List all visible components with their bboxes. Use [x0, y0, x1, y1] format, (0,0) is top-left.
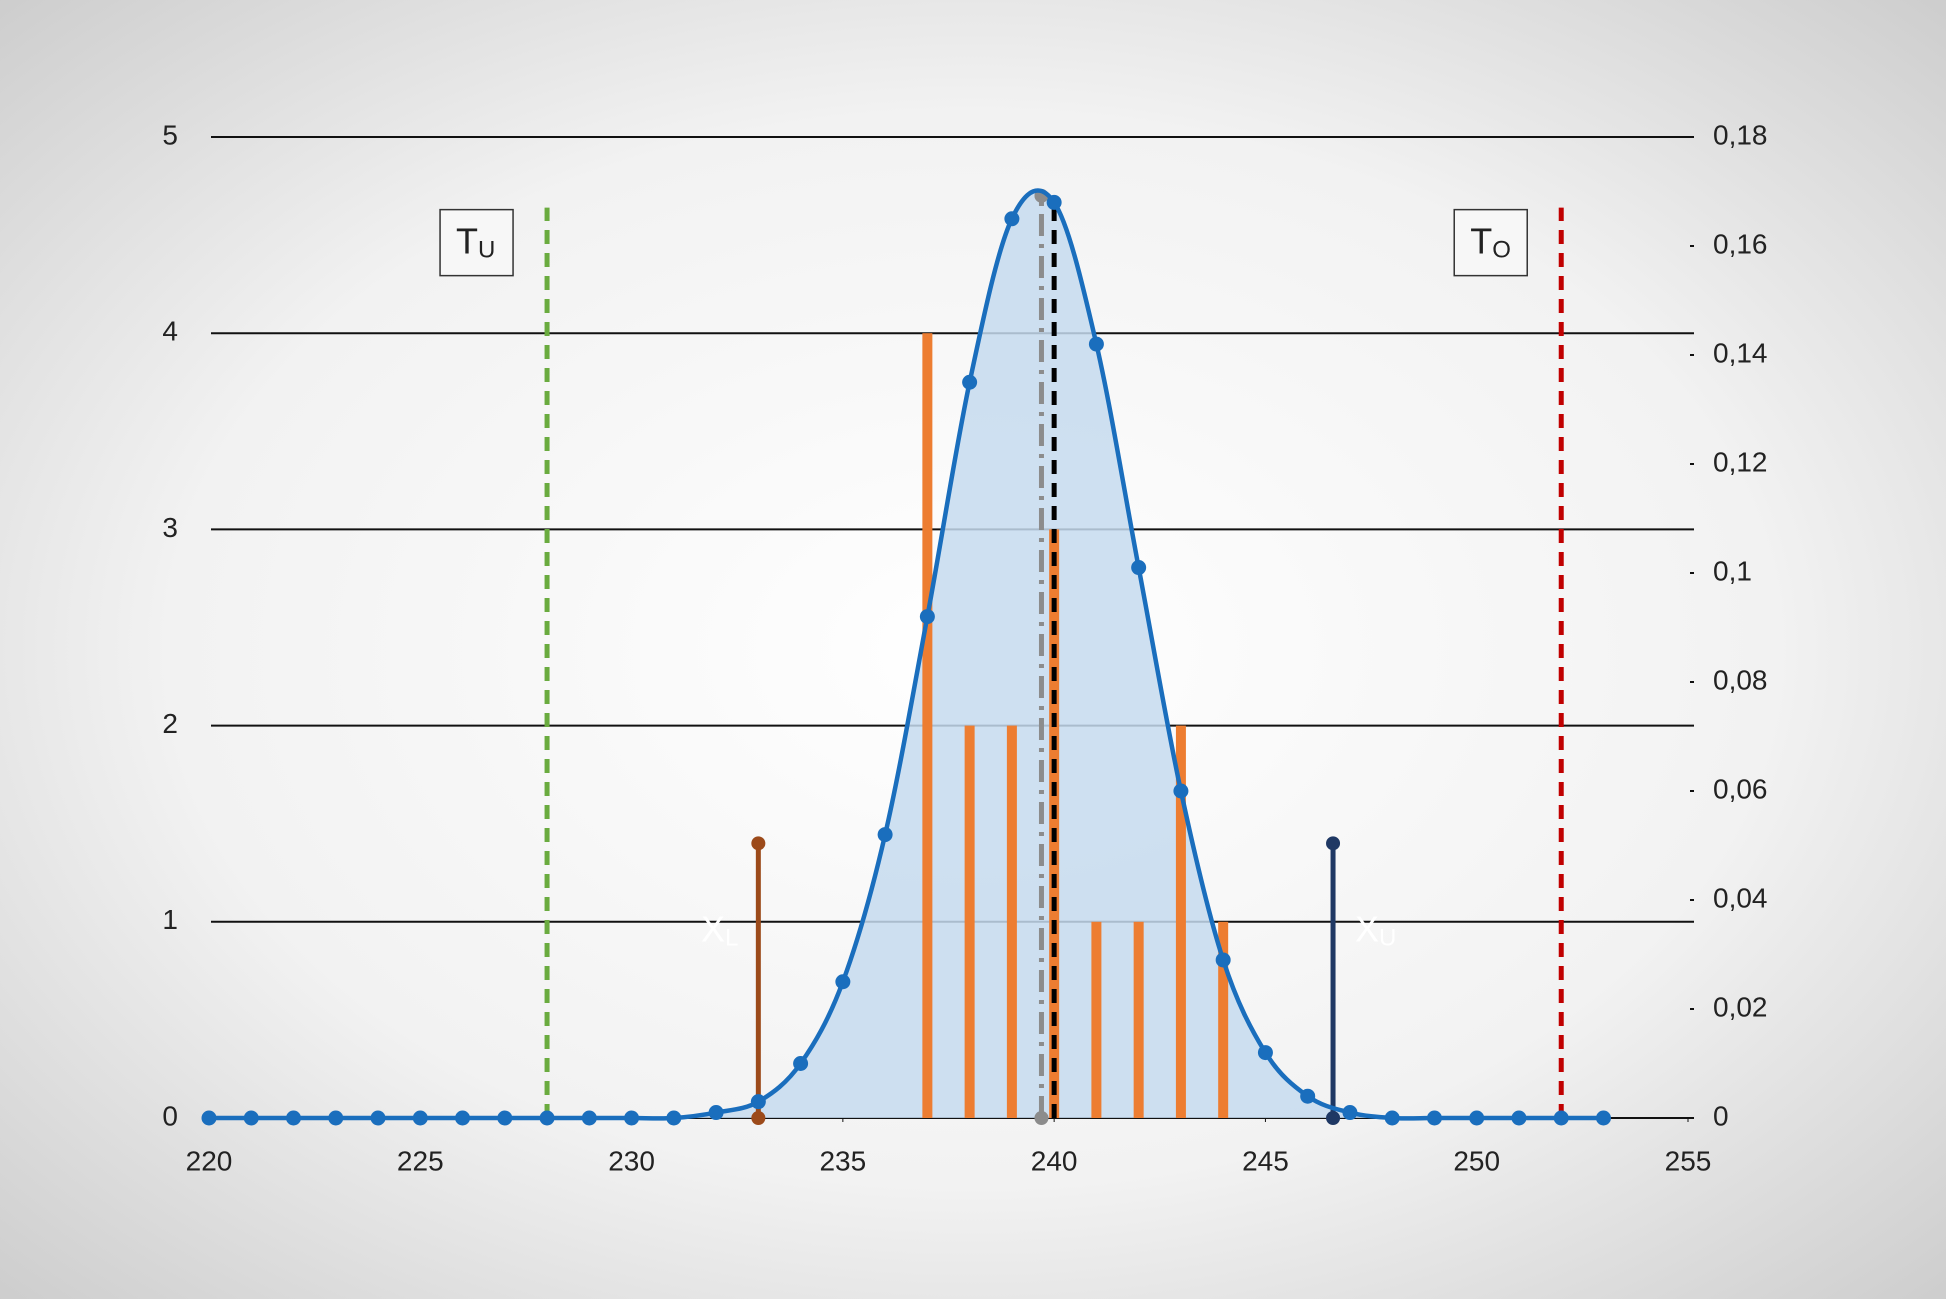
point	[1046, 194, 1062, 210]
point	[1173, 783, 1189, 799]
point	[1511, 1110, 1527, 1126]
y-tick-label: 2	[162, 708, 178, 739]
line-label: TU	[456, 220, 495, 264]
y2-tick-label: 0,14	[1713, 337, 1768, 368]
point	[243, 1110, 259, 1126]
y-tick-label: 5	[162, 119, 178, 150]
label-box	[1453, 208, 1528, 277]
point	[962, 374, 978, 390]
line-label: XU	[1355, 908, 1396, 952]
curve	[208, 188, 1604, 1121]
point	[750, 1094, 766, 1110]
y2-tick-label: 0	[1713, 1100, 1729, 1131]
point	[1300, 1088, 1316, 1104]
y2-tick-label: 0,02	[1713, 991, 1768, 1022]
point	[1004, 211, 1020, 227]
line-end	[1326, 836, 1341, 851]
point	[624, 1110, 640, 1126]
line-label: TO	[1470, 220, 1511, 264]
y-tick-label: 0	[162, 1100, 178, 1131]
label-box	[439, 208, 514, 277]
line-base	[1034, 1111, 1049, 1125]
bar	[1175, 725, 1186, 1118]
line-label-main: X	[1355, 908, 1379, 949]
point	[539, 1110, 555, 1126]
point	[1426, 1110, 1442, 1126]
y2-tick-label: 0,08	[1713, 664, 1768, 695]
bar	[1049, 529, 1060, 1118]
line-label-main: X	[701, 908, 725, 949]
point	[1215, 952, 1231, 968]
line-base	[1326, 1111, 1341, 1125]
point	[1469, 1110, 1485, 1126]
line-label-sub: U	[1379, 925, 1396, 952]
y2-tick-label: 0,04	[1713, 882, 1768, 913]
point	[328, 1110, 344, 1126]
x-tick-label: 245	[1242, 1145, 1289, 1176]
point	[793, 1056, 809, 1071]
y2-tick-label: 0,1	[1713, 555, 1752, 586]
line-label-main: T	[1470, 220, 1492, 261]
point	[1384, 1110, 1400, 1126]
point	[455, 1110, 471, 1126]
point	[412, 1110, 428, 1126]
bar	[1133, 921, 1144, 1118]
bar	[1218, 921, 1229, 1118]
point	[581, 1110, 597, 1126]
x-tick-label: 240	[1031, 1145, 1078, 1176]
area	[209, 190, 1604, 1119]
bar	[1091, 921, 1102, 1118]
y2-tick-label: 0,16	[1713, 228, 1768, 259]
point	[370, 1110, 386, 1126]
point	[708, 1105, 724, 1121]
line-label: XL	[701, 908, 738, 952]
y2-tick-label: 0,06	[1713, 773, 1768, 804]
x-tick-label: 255	[1665, 1145, 1712, 1176]
y-tick-label: 1	[162, 904, 178, 935]
point	[201, 1110, 217, 1126]
line-label-sub: L	[725, 925, 738, 952]
x-tick-label: 250	[1453, 1145, 1500, 1176]
bar	[1006, 725, 1017, 1118]
point	[1342, 1105, 1358, 1121]
point	[1131, 560, 1147, 576]
y2-tick-label: 0,12	[1713, 446, 1768, 477]
x-tick-label: 220	[186, 1145, 233, 1176]
y-tick-label: 4	[162, 316, 178, 347]
x-tick-label: 230	[608, 1145, 655, 1176]
point	[286, 1110, 302, 1126]
point	[1595, 1110, 1611, 1126]
y-tick-label: 3	[162, 512, 178, 543]
bar	[922, 333, 933, 1118]
line-label-sub: U	[478, 237, 495, 264]
line-label-main: T	[456, 220, 478, 261]
point	[1257, 1045, 1273, 1061]
bar	[964, 725, 975, 1118]
line-label-sub: O	[1492, 237, 1511, 264]
y2-tick-label: 0,18	[1713, 119, 1768, 150]
point	[919, 609, 935, 625]
line-end	[751, 836, 766, 851]
x-tick-label: 235	[819, 1145, 866, 1176]
point	[835, 974, 851, 990]
line-base	[751, 1111, 766, 1125]
x-tick-label: 225	[397, 1145, 444, 1176]
point	[1553, 1110, 1569, 1126]
point	[877, 827, 893, 843]
point	[1088, 336, 1104, 352]
point	[497, 1110, 513, 1126]
point	[666, 1110, 682, 1126]
